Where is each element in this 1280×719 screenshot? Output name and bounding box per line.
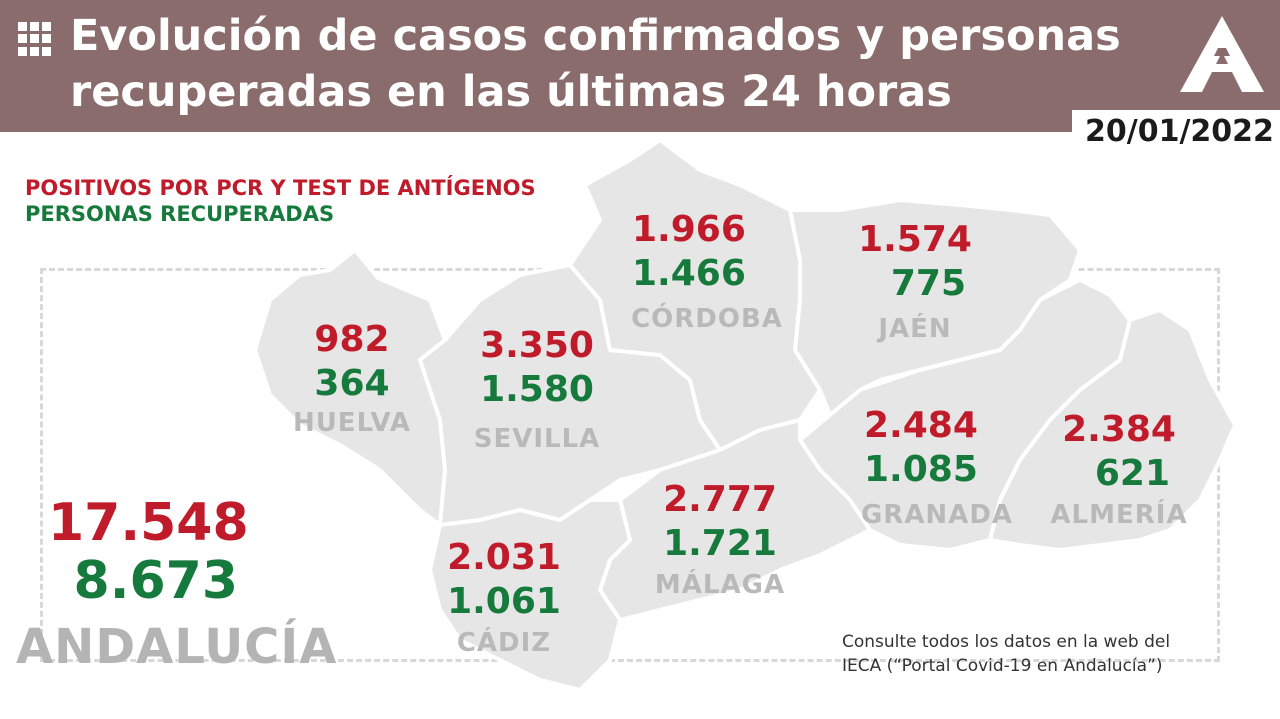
sevilla-label: SEVILLA: [473, 424, 601, 454]
report-date: 20/01/2022: [1085, 114, 1274, 149]
cadiz-shape: [428, 498, 632, 692]
andalucia-label: ANDALUCÍA: [16, 619, 338, 675]
cordoba-recovered: 1.466: [632, 253, 746, 294]
cadiz-label: CÁDIZ: [456, 628, 552, 658]
jaen-recovered: 775: [890, 263, 966, 304]
almeria-shape: [988, 308, 1237, 552]
grid-icon: [18, 22, 52, 56]
sevilla-recovered: 1.580: [480, 369, 594, 410]
sevilla-positives: 3.350: [480, 325, 594, 366]
legend-positives: POSITIVOS POR PCR Y TEST DE ANTÍGENOS: [25, 176, 536, 200]
granada-label: GRANADA: [860, 500, 1014, 530]
huelva-label: HUELVA: [292, 408, 412, 438]
province-huelva: 982 364 HUELVA: [292, 318, 412, 440]
cordoba-label: CÓRDOBA: [631, 304, 783, 334]
almeria-recovered: 621: [1094, 453, 1170, 494]
province-granada: 2.484 1.085 GRANADA: [852, 404, 1022, 532]
granada-recovered: 1.085: [864, 449, 978, 490]
malaga-recovered: 1.721: [663, 523, 777, 564]
province-cordoba: 1.966 1.466 CÓRDOBA: [622, 208, 792, 336]
cadiz-positives: 2.031: [447, 537, 561, 578]
cadiz-recovered: 1.061: [447, 581, 561, 622]
huelva-positives: 982: [314, 319, 390, 360]
province-sevilla: 3.350 1.580 SEVILLA: [462, 324, 612, 456]
province-cadiz: 2.031 1.061 CÁDIZ: [436, 536, 572, 660]
huelva-shape: [253, 248, 447, 527]
total-recovered: 8.673: [73, 551, 238, 611]
almeria-label: ALMERÍA: [1050, 500, 1188, 530]
title-line-2: recuperadas en las últimas 24 horas: [70, 67, 952, 117]
province-malaga: 2.777 1.721 MÁLAGA: [650, 478, 790, 602]
almeria-positives: 2.384: [1062, 409, 1176, 450]
total-andalucia: 17.548 8.673: [48, 493, 249, 611]
total-positives: 17.548: [48, 493, 249, 553]
header-banner: Evolución de casos confirmados y persona…: [0, 0, 1280, 132]
title-line-1: Evolución de casos confirmados y persona…: [70, 11, 1121, 61]
province-jaen: 1.574 775 JAÉN: [850, 218, 980, 346]
granada-positives: 2.484: [864, 405, 978, 446]
source-note: Consulte todos los datos en la web del I…: [842, 632, 1171, 676]
date-tab: [1048, 110, 1280, 156]
legend-recovered: PERSONAS RECUPERADAS: [25, 202, 335, 226]
page-title: Evolución de casos confirmados y persona…: [70, 8, 1121, 120]
malaga-label: MÁLAGA: [654, 570, 786, 600]
junta-andalucia-logo-icon: [1180, 16, 1264, 92]
huelva-recovered: 364: [314, 363, 390, 404]
cordoba-positives: 1.966: [632, 209, 746, 250]
jaen-label: JAÉN: [878, 314, 952, 344]
province-almeria: 2.384 621 ALMERÍA: [1044, 408, 1194, 532]
jaen-positives: 1.574: [858, 219, 972, 260]
malaga-positives: 2.777: [663, 479, 777, 520]
